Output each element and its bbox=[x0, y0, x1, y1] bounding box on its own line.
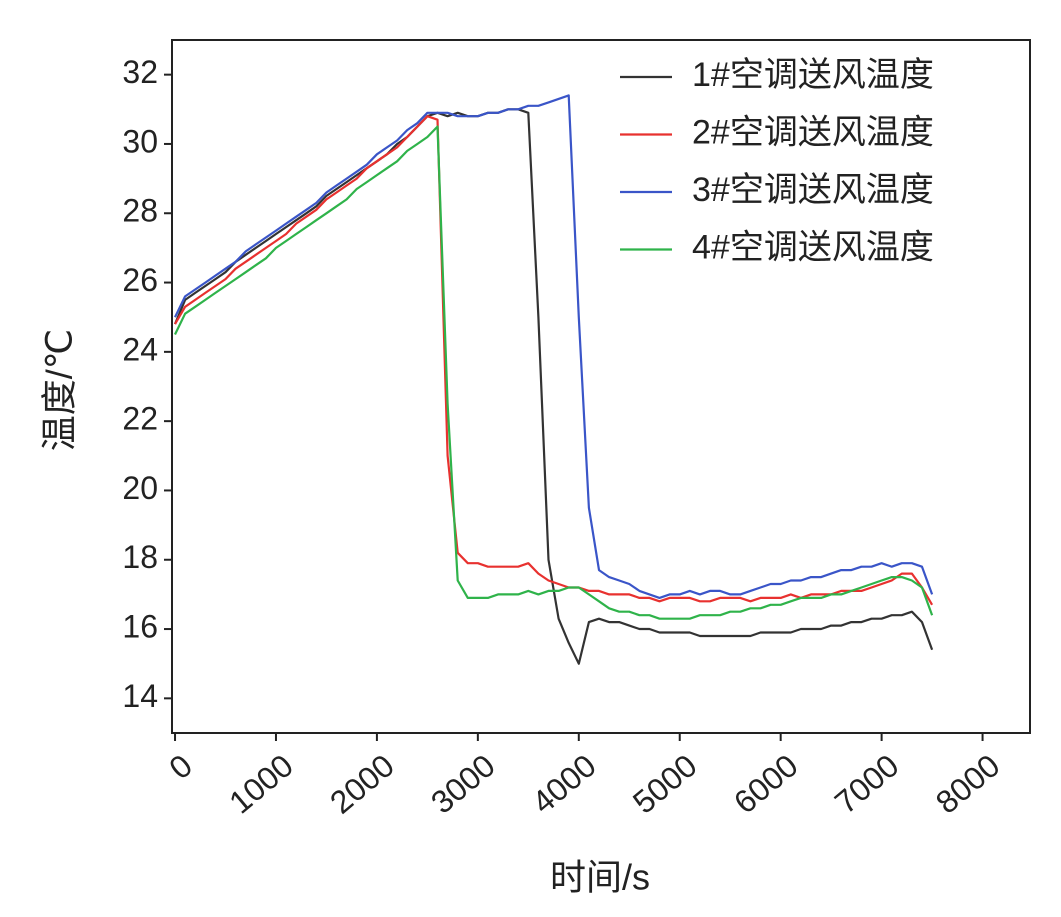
legend-label: 2#空调送风温度 bbox=[692, 113, 934, 151]
x-tick-label: 8000 bbox=[929, 747, 1007, 820]
y-tick-label: 26 bbox=[122, 262, 158, 298]
plot-frame bbox=[171, 39, 1031, 734]
y-tick-label: 14 bbox=[122, 678, 158, 714]
y-tick-label: 22 bbox=[122, 401, 158, 437]
x-tick-label: 7000 bbox=[828, 747, 906, 820]
y-tick-label: 28 bbox=[122, 193, 158, 229]
series-line bbox=[174, 115, 934, 606]
x-tick-label: 5000 bbox=[626, 747, 704, 820]
y-tick-label: 18 bbox=[122, 539, 158, 575]
x-tick-label: 3000 bbox=[424, 747, 502, 820]
series-line bbox=[174, 125, 934, 620]
y-tick-label: 24 bbox=[122, 331, 158, 367]
x-tick-label: 6000 bbox=[727, 747, 805, 820]
x-tick-label: 1000 bbox=[222, 747, 300, 820]
y-tick-label: 32 bbox=[122, 54, 158, 90]
y-tick-label: 16 bbox=[122, 609, 158, 645]
legend-label: 4#空调送风温度 bbox=[692, 228, 934, 266]
x-tick-label: 2000 bbox=[323, 747, 401, 820]
x-tick-label: 4000 bbox=[525, 747, 603, 820]
y-axis-title: 温度/℃ bbox=[39, 329, 80, 451]
x-axis-title: 时间/s bbox=[550, 857, 650, 898]
y-tick-label: 30 bbox=[122, 123, 158, 159]
x-tick-label: 0 bbox=[162, 747, 199, 786]
y-tick-label: 20 bbox=[122, 470, 158, 506]
legend-label: 3#空调送风温度 bbox=[692, 171, 934, 209]
series-line bbox=[173, 108, 934, 665]
legend-label: 1#空调送风温度 bbox=[692, 56, 934, 94]
series-line bbox=[174, 94, 934, 599]
